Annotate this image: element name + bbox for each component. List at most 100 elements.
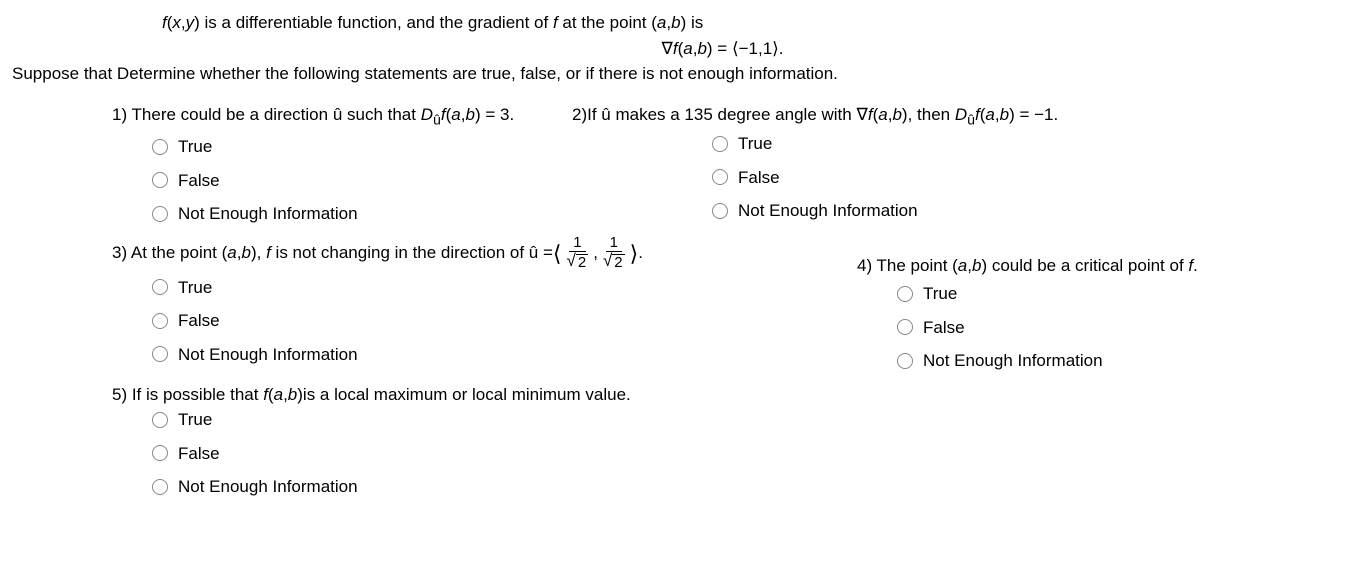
text: at the point ( — [558, 13, 657, 32]
question-4: 4) The point (a,b) could be a critical p… — [857, 235, 1353, 382]
text: a — [878, 105, 887, 124]
intro-line-1: f(x,y) is a differentiable function, and… — [162, 10, 1353, 36]
text: y — [186, 13, 195, 32]
option-label: Not Enough Information — [178, 201, 358, 227]
bracket: ⟩ — [630, 237, 639, 270]
text: . — [1193, 256, 1198, 275]
text: b — [242, 243, 251, 262]
q4-option-true[interactable]: True — [897, 281, 1353, 307]
numerator: 1 — [569, 235, 585, 253]
text: )is a local maximum or local minimum val… — [297, 385, 630, 404]
radio-icon — [897, 319, 913, 335]
text: ∇ — [661, 39, 672, 58]
question-5: 5) If is possible that f(a,b)is a local … — [12, 382, 1353, 500]
text: 5) If is possible that — [112, 385, 263, 404]
row-q1-q2: 1) There could be a direction û such tha… — [12, 102, 1353, 235]
text: D — [421, 105, 433, 124]
text: a — [985, 105, 994, 124]
text: a — [227, 243, 236, 262]
q3-option-false[interactable]: False — [152, 308, 857, 334]
text: b — [288, 385, 297, 404]
q1-option-true[interactable]: True — [152, 134, 572, 160]
q5-text: 5) If is possible that f(a,b)is a local … — [112, 382, 1353, 408]
radio-icon — [897, 286, 913, 302]
denominator: √2 — [565, 252, 591, 272]
questions-container: 1) There could be a direction û such tha… — [12, 102, 1353, 500]
intro-line-2: ∇f(a,b) = ⟨−1,1⟩. — [92, 36, 1353, 62]
text: ) could be a critical point of — [981, 256, 1188, 275]
text: a — [451, 105, 460, 124]
denominator: √2 — [601, 252, 627, 272]
text: ) is a differentiable function, and the … — [194, 13, 553, 32]
text: D — [955, 105, 967, 124]
q2-option-false[interactable]: False — [712, 165, 1353, 191]
radio-icon — [152, 346, 168, 362]
q2-option-true[interactable]: True — [712, 131, 1353, 157]
text: a — [657, 13, 666, 32]
problem-intro: f(x,y) is a differentiable function, and… — [12, 10, 1353, 87]
question-2: 2)If û makes a 135 degree angle with ∇f(… — [572, 102, 1353, 235]
bracket: ⟨ — [553, 237, 562, 270]
radio-icon — [712, 136, 728, 152]
q5-option-false[interactable]: False — [152, 441, 1353, 467]
q1-option-false[interactable]: False — [152, 168, 572, 194]
text: ), then — [902, 105, 955, 124]
fraction-2: 1 √2 — [601, 235, 627, 272]
text: ) is — [681, 13, 704, 32]
q2-text: 2)If û makes a 135 degree angle with ∇f(… — [572, 102, 1353, 132]
text: b — [671, 13, 680, 32]
text: a — [958, 256, 967, 275]
radio-icon — [152, 445, 168, 461]
option-label: False — [178, 308, 220, 334]
text: ) = −1. — [1009, 105, 1058, 124]
q2-option-nei[interactable]: Not Enough Information — [712, 198, 1353, 224]
radio-icon — [152, 172, 168, 188]
text: , — [593, 240, 598, 266]
text: û — [433, 112, 441, 128]
radio-icon — [152, 206, 168, 222]
radio-icon — [712, 203, 728, 219]
text: b — [1000, 105, 1009, 124]
row-q3-q4: 3) At the point (a,b), f is not changing… — [12, 235, 1353, 382]
q4-text: 4) The point (a,b) could be a critical p… — [857, 253, 1353, 279]
text: x — [172, 13, 181, 32]
q1-text: 1) There could be a direction û such tha… — [112, 102, 572, 132]
fraction-1: 1 √2 — [565, 235, 591, 272]
radio-icon — [712, 169, 728, 185]
text: b — [465, 105, 474, 124]
text: ), — [251, 243, 266, 262]
text: a — [274, 385, 283, 404]
option-label: False — [178, 441, 220, 467]
numerator: 1 — [606, 235, 622, 253]
q3-option-true[interactable]: True — [152, 275, 857, 301]
radio-icon — [152, 279, 168, 295]
option-label: Not Enough Information — [178, 474, 358, 500]
radio-icon — [152, 479, 168, 495]
option-label: Not Enough Information — [923, 348, 1103, 374]
option-label: True — [738, 131, 772, 157]
text: 4) The point ( — [857, 256, 958, 275]
question-1: 1) There could be a direction û such tha… — [12, 102, 572, 235]
radio-icon — [152, 139, 168, 155]
text: 3) At the point (a,b), f is not changing… — [112, 240, 553, 266]
option-label: False — [738, 165, 780, 191]
intro-line-3: Suppose that Determine whether the follo… — [12, 61, 1353, 87]
text: û — [967, 112, 975, 128]
q5-option-true[interactable]: True — [152, 407, 1353, 433]
text: is not changing in the direction of û = — [271, 243, 553, 262]
q5-option-nei[interactable]: Not Enough Information — [152, 474, 1353, 500]
option-label: Not Enough Information — [178, 342, 358, 368]
question-3: 3) At the point (a,b), f is not changing… — [12, 235, 857, 376]
text: 1) There could be a direction û such tha… — [112, 105, 421, 124]
radio-icon — [152, 412, 168, 428]
radio-icon — [897, 353, 913, 369]
q4-option-nei[interactable]: Not Enough Information — [897, 348, 1353, 374]
q3-text: 3) At the point (a,b), f is not changing… — [112, 235, 857, 272]
q3-option-nei[interactable]: Not Enough Information — [152, 342, 857, 368]
option-label: True — [178, 275, 212, 301]
text: ) = 3. — [475, 105, 514, 124]
q1-option-nei[interactable]: Not Enough Information — [152, 201, 572, 227]
q4-option-false[interactable]: False — [897, 315, 1353, 341]
option-label: True — [178, 407, 212, 433]
option-label: True — [178, 134, 212, 160]
